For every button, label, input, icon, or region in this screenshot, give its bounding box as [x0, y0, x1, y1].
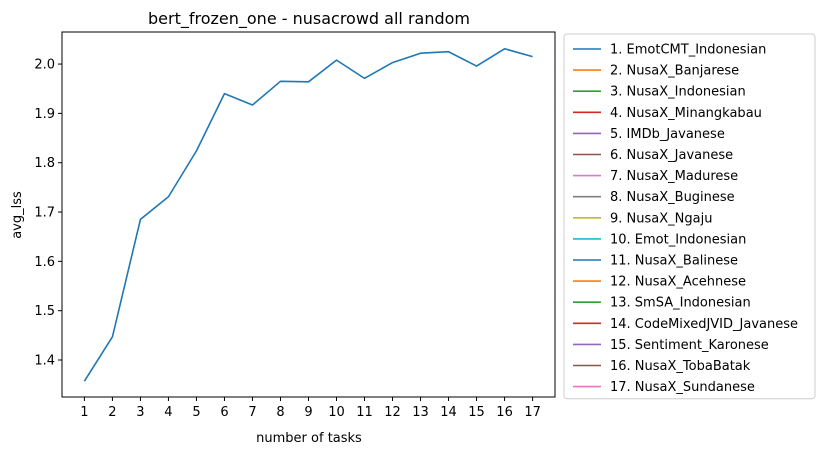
legend-label: 12. NusaX_Acehnese: [610, 275, 746, 290]
x-tick-label: 14: [440, 405, 457, 420]
chart-title: bert_frozen_one - nusacrowd all random: [148, 9, 470, 29]
x-tick-label: 2: [108, 405, 116, 420]
x-tick-label: 10: [328, 405, 345, 420]
y-tick-label: 1.7: [34, 206, 55, 221]
x-tick-label: 11: [356, 405, 373, 420]
x-tick-label: 8: [276, 405, 284, 420]
x-tick-label: 12: [384, 405, 401, 420]
legend-label: 14. CodeMixedJVID_Javanese: [610, 317, 798, 332]
x-tick-label: 7: [248, 405, 256, 420]
x-tick-label: 5: [192, 405, 200, 420]
x-tick-label: 9: [304, 405, 312, 420]
series-line: [83, 47, 533, 382]
y-axis-label: avg_lss: [10, 191, 25, 239]
legend-label: 4. NusaX_Minangkabau: [610, 106, 762, 121]
x-tick-label: 4: [164, 405, 172, 420]
legend-label: 5. IMDb_Javanese: [610, 127, 725, 142]
y-tick-label: 1.8: [34, 156, 55, 171]
legend-label: 2. NusaX_Banjarese: [610, 64, 739, 79]
y-tick-label: 1.5: [34, 304, 55, 319]
x-tick-label: 16: [496, 405, 513, 420]
legend-label: 13. SmSA_Indonesian: [610, 296, 751, 311]
legend-label: 17. NusaX_Sundanese: [610, 380, 755, 395]
legend-label: 1. EmotCMT_Indonesian: [610, 43, 766, 58]
y-tick-label: 2.0: [34, 58, 55, 73]
x-tick-label: 3: [136, 405, 144, 420]
legend-label: 10. Emot_Indonesian: [610, 232, 746, 247]
x-tick-label: 15: [468, 405, 485, 420]
x-tick-label: 13: [412, 405, 429, 420]
legend-label: 16. NusaX_TobaBatak: [610, 359, 751, 374]
y-tick-label: 1.9: [34, 107, 55, 122]
x-tick-label: 6: [220, 405, 228, 420]
legend-label: 3. NusaX_Indonesian: [610, 85, 746, 100]
y-tick-label: 1.4: [34, 354, 55, 369]
x-tick-label: 1: [80, 405, 88, 420]
legend-label: 15. Sentiment_Karonese: [610, 338, 769, 353]
y-tick-label: 1.6: [34, 255, 55, 270]
legend-label: 8. NusaX_Buginese: [610, 190, 735, 205]
legend: 1. EmotCMT_Indonesian 2. NusaX_Banjarese 3…: [563, 33, 816, 400]
plot-series: [83, 47, 533, 382]
legend-box: [563, 33, 816, 400]
x-tick-label: 17: [524, 405, 541, 420]
legend-label: 11. NusaX_Balinese: [610, 254, 738, 269]
x-axis-label: number of tasks: [256, 431, 362, 446]
axes: 1 2 3 4 5 6 7 8 9 10 11 12 13 14 15 16 171.41.51.61.71.8…: [34, 31, 556, 420]
legend-label: 9. NusaX_Ngaju: [610, 211, 712, 226]
legend-label: 7. NusaX_Madurese: [610, 169, 738, 184]
plot-frame: [61, 31, 556, 398]
legend-label: 6. NusaX_Javanese: [610, 148, 733, 163]
